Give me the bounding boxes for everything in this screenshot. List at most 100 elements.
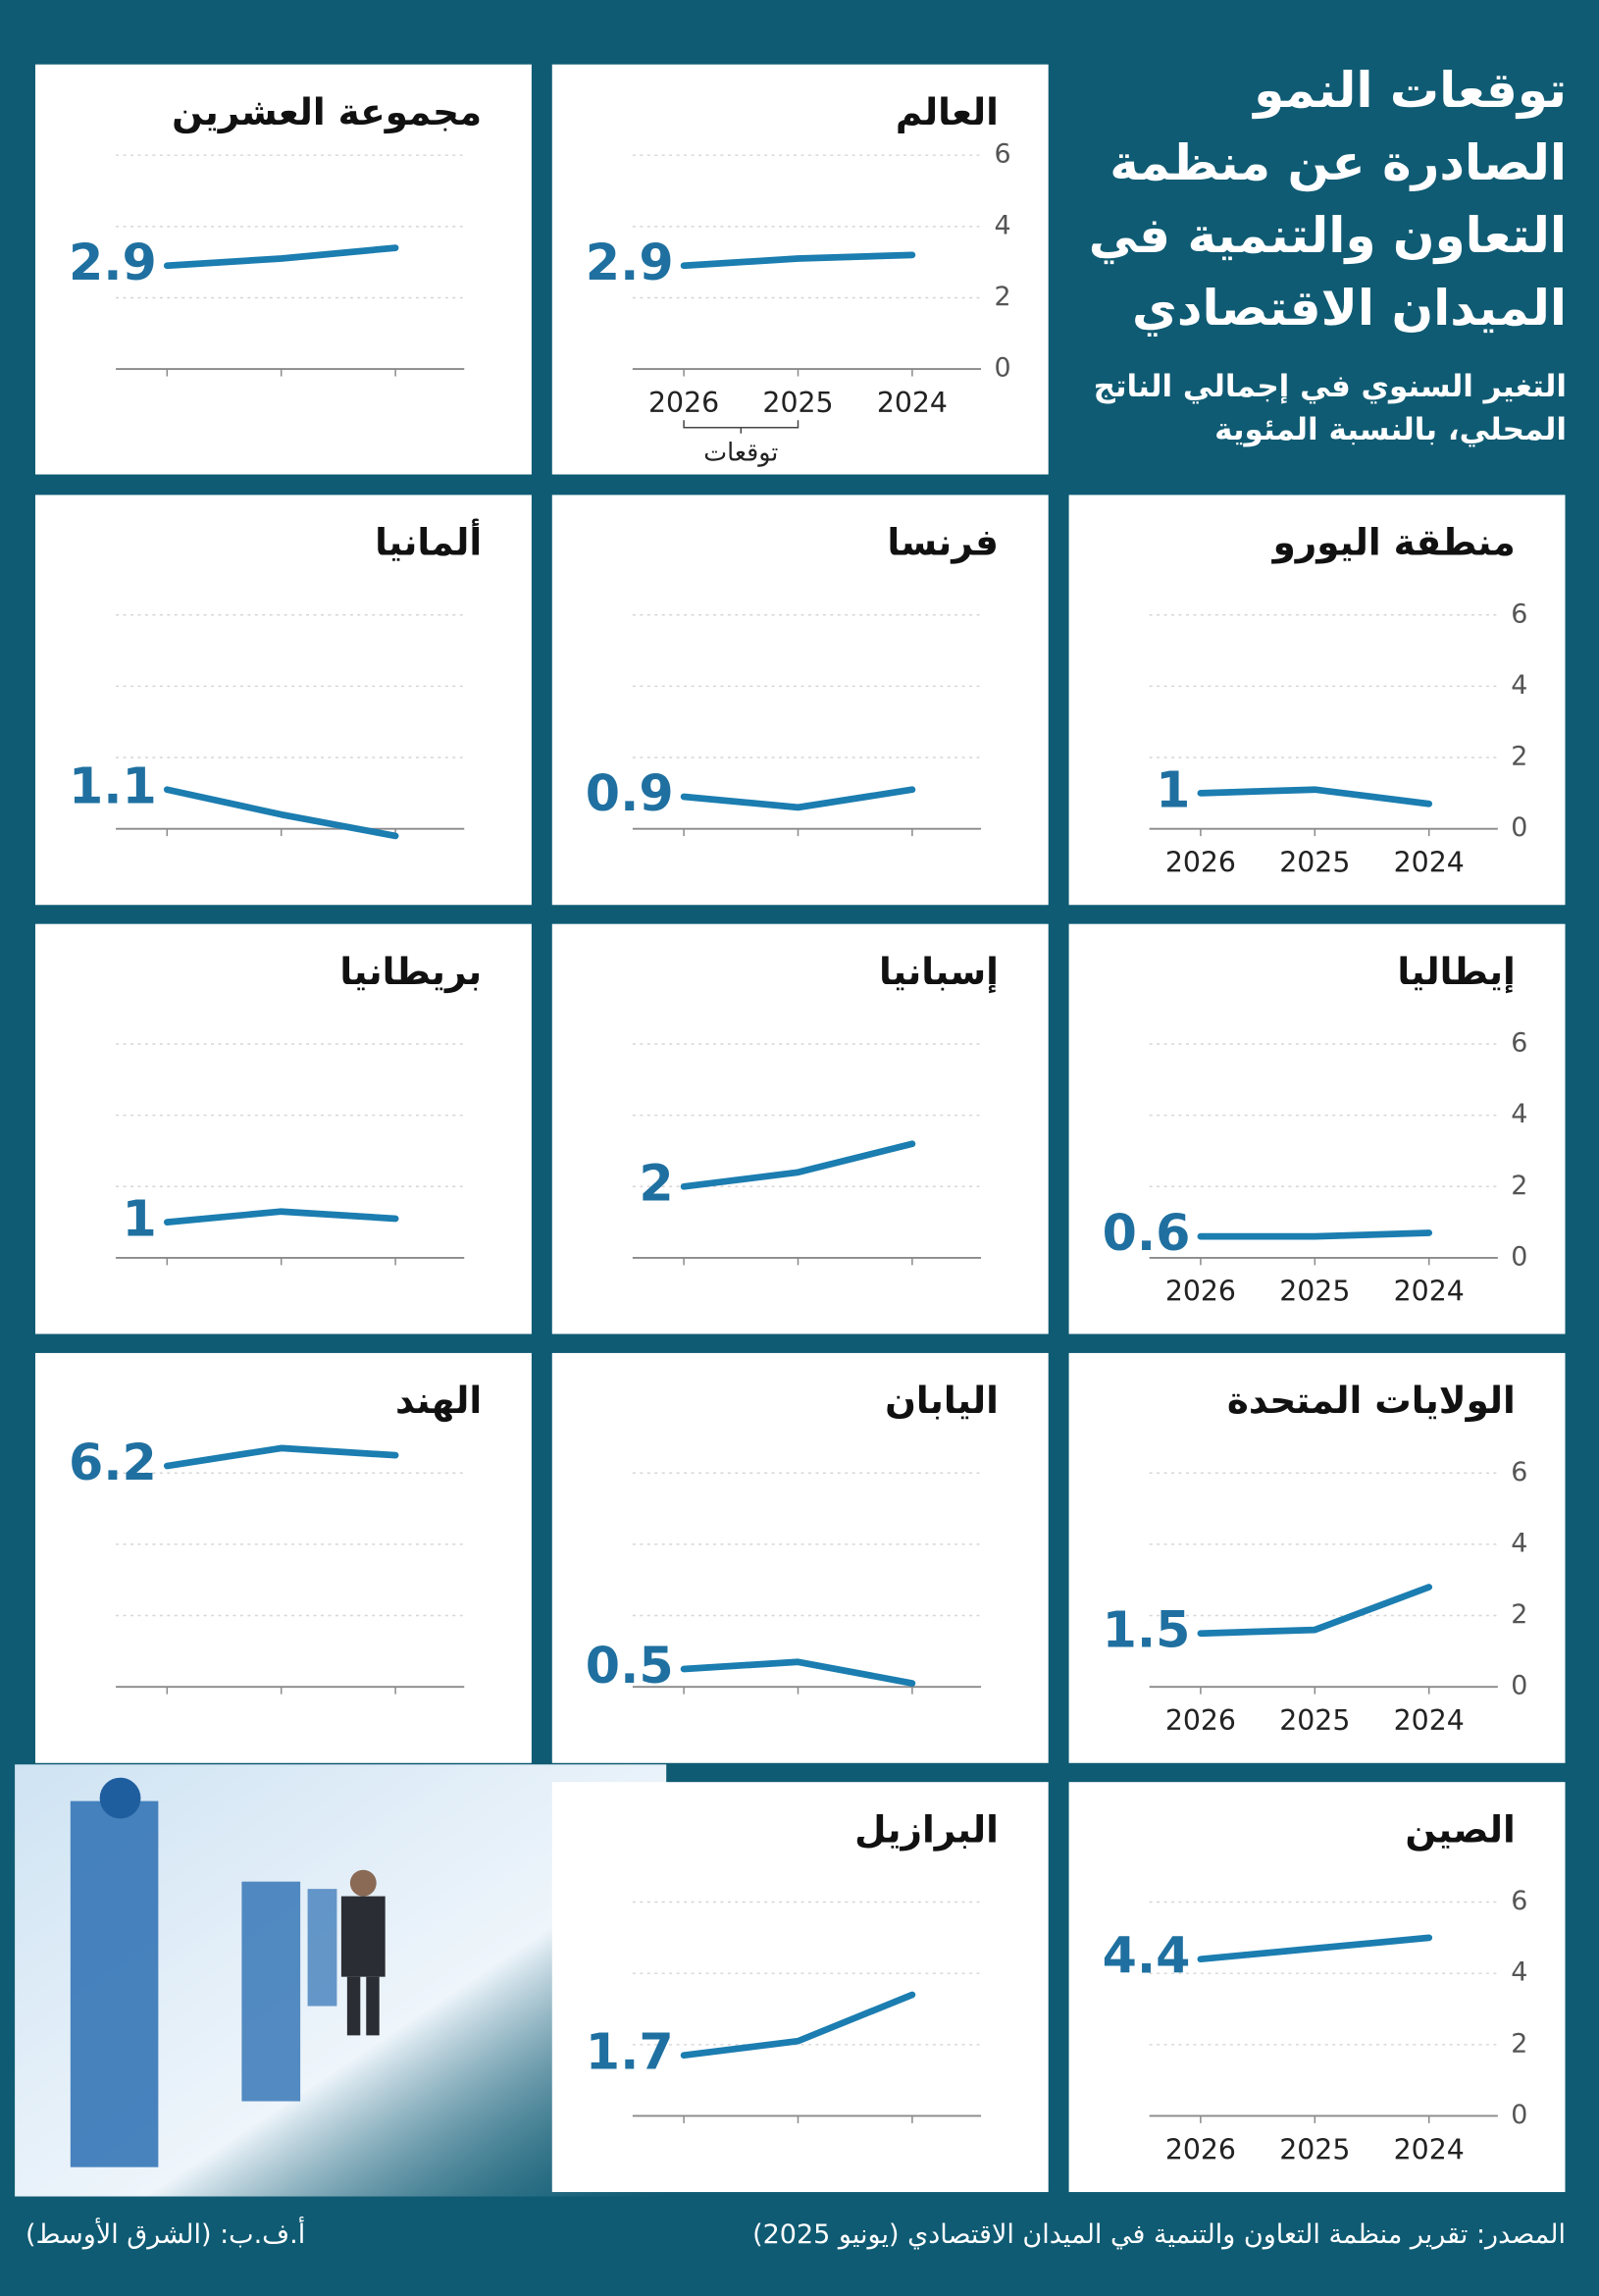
photo-credit: أ.ف.ب: (الشرق الأوسط) (26, 2219, 306, 2250)
source: المصدر: تقرير منظمة التعاون والتنمية في … (752, 2219, 1566, 2250)
data-line (680, 1991, 916, 2060)
chart-title: فرنسا (887, 521, 999, 564)
y-tick-label: 6 (994, 139, 1010, 170)
chart-title: العالم (896, 90, 999, 133)
data-label: 1 (1156, 760, 1190, 818)
data-line (163, 244, 399, 270)
data-line (680, 1658, 916, 1687)
y-tick-label: 4 (1511, 1528, 1527, 1558)
panel-background (551, 1352, 1049, 1763)
chart-title: مجموعة العشرين (172, 90, 482, 133)
x-tick-label: 2024 (1394, 846, 1465, 878)
data-line (1197, 786, 1433, 808)
x-tick-label: 2024 (877, 387, 948, 419)
chart-panel: إسبانيا 2 (551, 923, 1049, 1334)
data-label: 2.9 (586, 234, 674, 291)
x-tick-label: 2025 (1279, 1276, 1350, 1308)
data-label: 2.9 (69, 234, 157, 291)
y-tick-label: 0 (994, 353, 1010, 384)
chart-panel: مجموعة العشرين 2.9 (34, 64, 532, 475)
x-tick-label: 2026 (1165, 2133, 1236, 2166)
chart-title: الولايات المتحدة (1227, 1379, 1516, 1422)
chart-title: إسبانيا (879, 950, 999, 994)
y-tick-label: 0 (1511, 1671, 1527, 1701)
y-tick-label: 0 (1511, 812, 1527, 843)
chart-title: منطقة اليورو (1271, 521, 1516, 564)
x-tick-label: 2025 (762, 387, 833, 419)
y-tick-label: 4 (1511, 1099, 1527, 1129)
data-label: 2 (639, 1154, 673, 1212)
chart-panel: الولايات المتحدة 0 2 4 6 2024 2025 2026 1.5 (1068, 1352, 1566, 1763)
chart-panel: الهند 6.2 (34, 1352, 532, 1763)
panel-background (1068, 495, 1566, 906)
chart-panel: بريطانيا 1 (34, 923, 532, 1334)
y-tick-label: 4 (994, 210, 1010, 240)
y-tick-label: 2 (1511, 1599, 1527, 1630)
panel-background (34, 495, 532, 906)
panel-background (1068, 1352, 1566, 1763)
panel-background (1068, 1782, 1566, 2193)
y-tick-label: 2 (1511, 2028, 1527, 2059)
x-tick-label: 2026 (1165, 1276, 1236, 1308)
data-label: 0.5 (586, 1637, 674, 1695)
chart-title: ألمانيا (375, 519, 482, 564)
chart-panel: منطقة اليورو 0 2 4 6 2024 2025 2026 1 (1068, 495, 1566, 906)
chart-panel: العالم 0 2 4 6 2024 2025 2026 توقعات 2.9 (551, 64, 1049, 475)
y-tick-label: 4 (1511, 1957, 1527, 1988)
y-tick-label: 0 (1511, 1241, 1527, 1272)
x-tick-label: 2024 (1394, 2133, 1465, 2166)
y-tick-label: 2 (994, 282, 1010, 312)
data-label: 0.6 (1103, 1204, 1191, 1262)
y-tick-label: 6 (1511, 1886, 1527, 1916)
data-label: 4.4 (1103, 1927, 1191, 1985)
data-line (1197, 1229, 1433, 1240)
chart-title: اليابان (885, 1379, 999, 1422)
data-line (163, 1208, 399, 1226)
x-tick-label: 2025 (1279, 1704, 1350, 1737)
x-tick-label: 2024 (1394, 1704, 1465, 1737)
panel-background (551, 1782, 1049, 2193)
chart-panel: إيطاليا 0 2 4 6 2024 2025 2026 0.6 (1068, 923, 1566, 1334)
data-line (1197, 1934, 1433, 1963)
forecast-bracket (683, 420, 800, 434)
data-line (680, 251, 916, 270)
panel-background (1068, 923, 1566, 1334)
y-tick-label: 2 (1511, 1171, 1527, 1201)
annotation: توقعات (703, 438, 778, 468)
x-tick-label: 2026 (648, 387, 719, 419)
panel-background (34, 923, 532, 1334)
x-tick-label: 2025 (1279, 846, 1350, 878)
chart-title: البرازيل (854, 1807, 999, 1851)
x-tick-label: 2026 (1165, 846, 1236, 878)
data-label: 1.5 (1103, 1601, 1191, 1659)
data-line (163, 1444, 399, 1470)
data-line (1197, 1584, 1433, 1638)
data-label: 1 (123, 1190, 157, 1248)
y-tick-label: 6 (1511, 1028, 1527, 1059)
chart-title: الهند (395, 1379, 482, 1422)
y-tick-label: 0 (1511, 2100, 1527, 2130)
data-line (680, 1140, 916, 1190)
subtitle: التغير السنوي في إجمالي الناتج المحلي، ب… (1093, 369, 1567, 447)
x-tick-label: 2024 (1394, 1276, 1465, 1308)
y-tick-label: 6 (1511, 1457, 1527, 1487)
x-tick-label: 2026 (1165, 1704, 1236, 1737)
panel-background (551, 923, 1049, 1334)
x-tick-label: 2025 (1279, 2133, 1350, 2166)
data-line (680, 786, 916, 811)
chart-panel: البرازيل 1.7 (551, 1782, 1049, 2193)
chart-title: الصين (1405, 1807, 1515, 1851)
y-tick-label: 6 (1511, 599, 1527, 629)
data-label: 6.2 (69, 1434, 157, 1491)
chart-panel: ألمانيا 1.1 (34, 495, 532, 906)
y-tick-label: 2 (1511, 742, 1527, 772)
panel-background (551, 64, 1049, 475)
chart-title: إيطاليا (1397, 950, 1515, 994)
y-tick-label: 4 (1511, 670, 1527, 701)
chart-title: بريطانيا (339, 950, 482, 993)
data-label: 1.7 (586, 2023, 674, 2081)
chart-panel: اليابان 0.5 (551, 1352, 1049, 1763)
data-line (163, 786, 399, 840)
data-label: 0.9 (586, 764, 674, 822)
